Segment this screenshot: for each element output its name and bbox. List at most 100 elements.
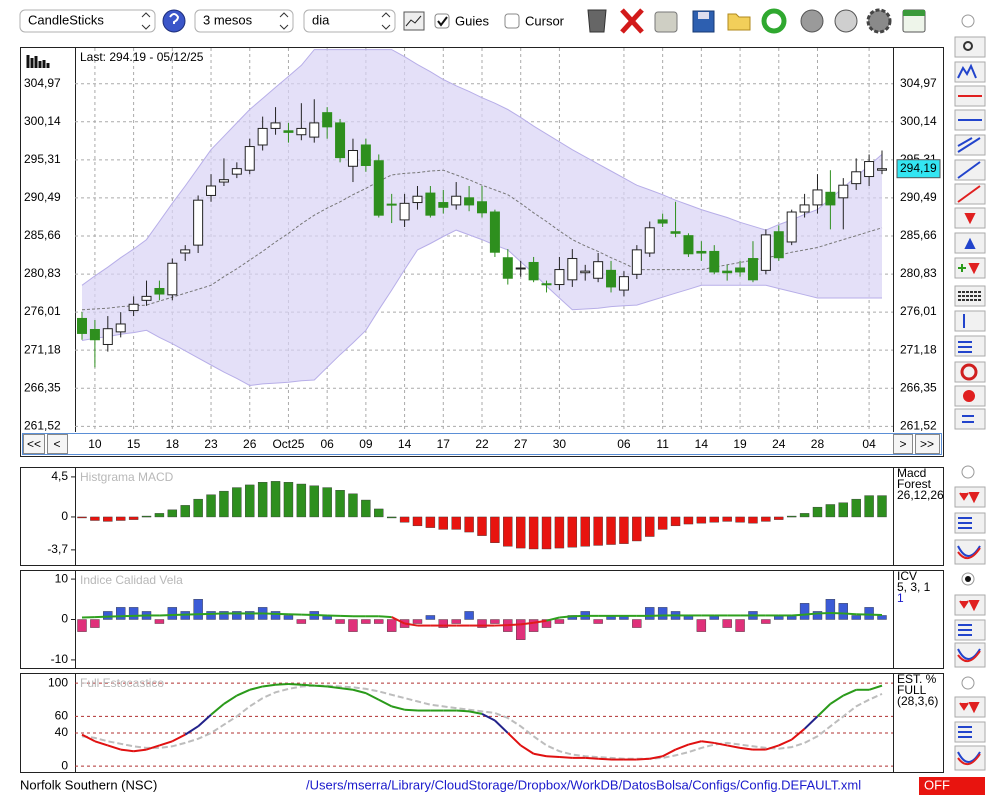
oscillator-segment (94, 740, 109, 747)
histogram-bar (425, 516, 436, 528)
histogram-bar (464, 611, 474, 620)
candle-body (373, 160, 384, 216)
histogram-bar (619, 516, 629, 544)
x-tick-label: 14 (398, 437, 412, 451)
oscillator-segment (688, 740, 702, 746)
oscillator-segment (378, 698, 393, 708)
percent-button[interactable] (954, 310, 986, 332)
panel-signals-button[interactable] (954, 486, 986, 508)
y-tick-label: 100 (48, 675, 68, 689)
indicator-line-segment (559, 615, 573, 619)
histogram-bar (232, 487, 242, 518)
oscillator-segment (339, 687, 354, 691)
panel-curve-button[interactable] (954, 642, 986, 668)
cursor-checkbox[interactable] (504, 13, 520, 29)
candle-body (347, 150, 358, 167)
guides-checkbox[interactable] (434, 13, 450, 29)
panel-radio[interactable] (961, 14, 975, 28)
settings-button[interactable] (866, 8, 892, 34)
oscillator-segment (520, 744, 535, 755)
zoom-button[interactable] (954, 36, 986, 58)
panel-signals-button[interactable] (954, 696, 986, 718)
oscillator-segment (726, 744, 741, 749)
prev-button[interactable] (47, 434, 68, 454)
print-button[interactable] (654, 11, 678, 33)
calendar-top (903, 10, 925, 16)
swap-button[interactable] (954, 408, 986, 430)
candle-body (683, 235, 694, 255)
status-indicator[interactable] (919, 777, 985, 795)
period-select[interactable] (194, 9, 294, 33)
histogram-bar (541, 516, 552, 550)
radio-dot (965, 576, 971, 582)
histogram-bar (722, 619, 732, 628)
help-glyph (169, 13, 180, 24)
indicator-line-segment (546, 616, 560, 622)
y-tick-label: 0 (61, 758, 68, 772)
oscillator-segment (146, 744, 160, 751)
interval-select[interactable] (303, 9, 396, 33)
histogram-bar (270, 611, 281, 620)
histogram-bar (167, 607, 178, 620)
oscillator-segment (236, 688, 251, 697)
refresh-button[interactable] (761, 8, 787, 34)
y-tick-label: 295,31 (24, 152, 61, 166)
histogram-bar (812, 506, 823, 518)
panel-curve-button[interactable] (954, 745, 986, 771)
y-tick-label-right: 261,52 (900, 418, 937, 432)
x-tick-label: 06 (617, 437, 631, 451)
bollinger-band-area (82, 49, 882, 386)
y-tick-label-right: 290,49 (900, 190, 937, 204)
euro-button[interactable] (834, 9, 858, 33)
x-tick-label: 22 (475, 437, 489, 451)
select-arrows (381, 12, 391, 30)
panel-radio[interactable] (961, 465, 975, 479)
oscillator-segment (210, 703, 225, 716)
x-tick-label: 11 (656, 437, 669, 451)
oscillator-segment (507, 732, 522, 747)
candle-body (799, 204, 810, 213)
histogram-bar (386, 619, 397, 632)
y-tick-label: 0 (61, 612, 68, 626)
oscillator-segment (81, 733, 96, 743)
histogram-bar (232, 611, 242, 620)
last-button[interactable] (915, 434, 940, 454)
panel-curve-button[interactable] (954, 539, 986, 565)
histogram-bar (386, 516, 397, 519)
chart-icon[interactable] (403, 11, 425, 31)
first-button[interactable] (23, 434, 45, 454)
panel-signals-button[interactable] (954, 594, 986, 616)
config-path[interactable]: /Users/mserra/Library/CloudStorage/Dropb… (306, 777, 861, 792)
candle-body (451, 195, 462, 206)
histogram-bar (245, 611, 255, 620)
panel-radio[interactable] (961, 676, 975, 690)
icv-panel (20, 570, 944, 669)
next-button[interactable] (893, 434, 913, 454)
y-tick-label: 304,97 (24, 76, 61, 90)
candle-body (322, 112, 333, 128)
candle-body (760, 234, 771, 271)
indicator-button[interactable] (954, 61, 986, 83)
histogram-bar (90, 516, 100, 521)
trash-button[interactable] (587, 9, 607, 33)
dollar-button[interactable] (800, 9, 824, 33)
panel-title: Indice Calidad Vela (80, 573, 183, 587)
histogram-bar (296, 483, 307, 518)
histogram-bar (696, 516, 707, 524)
oscillator-segment (404, 708, 418, 712)
histogram-bar (477, 619, 487, 628)
candle-body (851, 171, 862, 185)
histogram-bar (838, 603, 848, 620)
chart-type-select[interactable] (19, 9, 156, 33)
signal-line (81, 684, 883, 760)
open-button[interactable] (727, 13, 751, 31)
candle-body (399, 202, 410, 221)
histogram-bar (141, 515, 152, 518)
oscillator-segment (365, 692, 380, 701)
oscillator-segment (171, 733, 186, 743)
candle-body (283, 130, 294, 133)
histogram-bar (735, 516, 745, 523)
x-tick-label: 09 (359, 437, 373, 451)
period-value: 3 mesos (203, 12, 253, 27)
delete-button[interactable] (620, 8, 644, 34)
